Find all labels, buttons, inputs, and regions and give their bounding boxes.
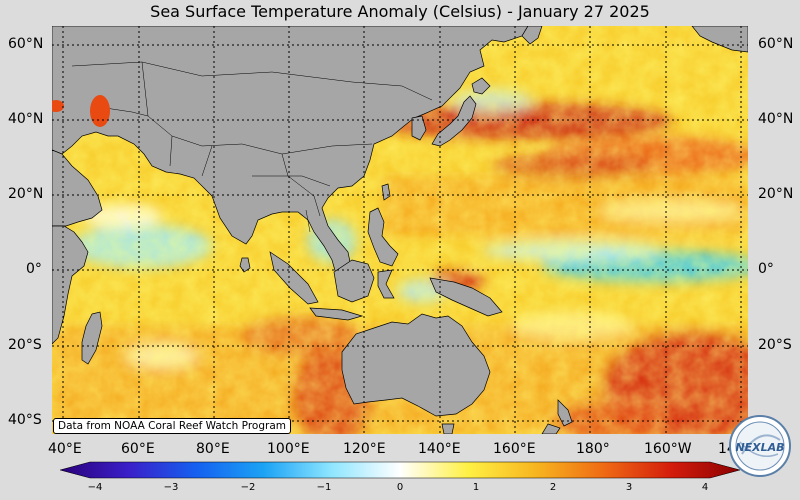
land-japan bbox=[431, 95, 477, 147]
land-africa bbox=[52, 225, 89, 345]
colorbar-tick-0: 0 bbox=[396, 482, 404, 493]
land-java bbox=[309, 307, 364, 321]
landmass bbox=[52, 26, 748, 434]
land-korea bbox=[411, 115, 427, 141]
data-credit: Data from NOAA Coral Reef Watch Program bbox=[53, 418, 291, 434]
lon-label-40e: 40°E bbox=[48, 441, 82, 457]
nexlab-logo: NEXLAB bbox=[729, 415, 791, 477]
colorbar-tick-minus4: −4 bbox=[87, 482, 103, 493]
land-sumatra bbox=[269, 251, 319, 305]
lon-label-160e: 160°E bbox=[493, 441, 536, 457]
lon-label-140e: 140°E bbox=[418, 441, 461, 457]
lat-label-left-60n: 60°N bbox=[8, 36, 44, 52]
colorbar-tick-2: 2 bbox=[549, 482, 557, 493]
land-australia bbox=[341, 313, 491, 417]
lon-label-80e: 80°E bbox=[196, 441, 230, 457]
land-new-zealand bbox=[557, 399, 573, 427]
sst-anomaly-map bbox=[52, 26, 748, 434]
land-philippines bbox=[367, 207, 399, 267]
land-hokkaido bbox=[471, 77, 491, 95]
colorbar-gradient bbox=[60, 461, 740, 479]
lat-label-left-20s: 20°S bbox=[8, 337, 42, 353]
lon-label-100e: 100°E bbox=[267, 441, 310, 457]
lat-label-right-20s: 20°S bbox=[758, 337, 792, 353]
map-title: Sea Surface Temperature Anomaly (Celsius… bbox=[150, 2, 650, 21]
land-new-guinea bbox=[429, 277, 503, 317]
lat-label-left-40n: 40°N bbox=[8, 111, 44, 127]
nexlab-logo-text: NEXLAB bbox=[735, 441, 784, 454]
colorbar-tick-1: 1 bbox=[472, 482, 480, 493]
colorbar-tick-4: 4 bbox=[701, 482, 709, 493]
land-nz-south bbox=[541, 423, 561, 434]
land-madagascar bbox=[81, 311, 103, 365]
lon-label-180: 180° bbox=[576, 441, 610, 457]
colorbar-tick-minus2: −2 bbox=[240, 482, 256, 493]
lon-label-160w: 160°W bbox=[644, 441, 692, 457]
graticule bbox=[52, 26, 748, 434]
lat-label-left-0: 0° bbox=[26, 261, 42, 277]
lon-label-60e: 60°E bbox=[121, 441, 155, 457]
colorbar-tick-minus1: −1 bbox=[316, 482, 332, 493]
lat-label-right-60n: 60°N bbox=[758, 36, 794, 52]
lat-label-right-0: 0° bbox=[758, 261, 774, 277]
lat-label-left-20n: 20°N bbox=[8, 186, 44, 202]
lon-label-120e: 120°E bbox=[343, 441, 386, 457]
colorbar-tick-minus3: −3 bbox=[163, 482, 179, 493]
land-tasmania bbox=[441, 423, 455, 434]
caspian-sea bbox=[90, 95, 110, 127]
colorbar-tick-3: 3 bbox=[625, 482, 633, 493]
lat-label-right-20n: 20°N bbox=[758, 186, 794, 202]
colorbar bbox=[60, 461, 740, 479]
lat-label-left-40s: 40°S bbox=[8, 412, 42, 428]
land-kamchatka bbox=[521, 26, 543, 45]
lat-label-right-40n: 40°N bbox=[758, 111, 794, 127]
black-sea-edge bbox=[52, 100, 64, 112]
